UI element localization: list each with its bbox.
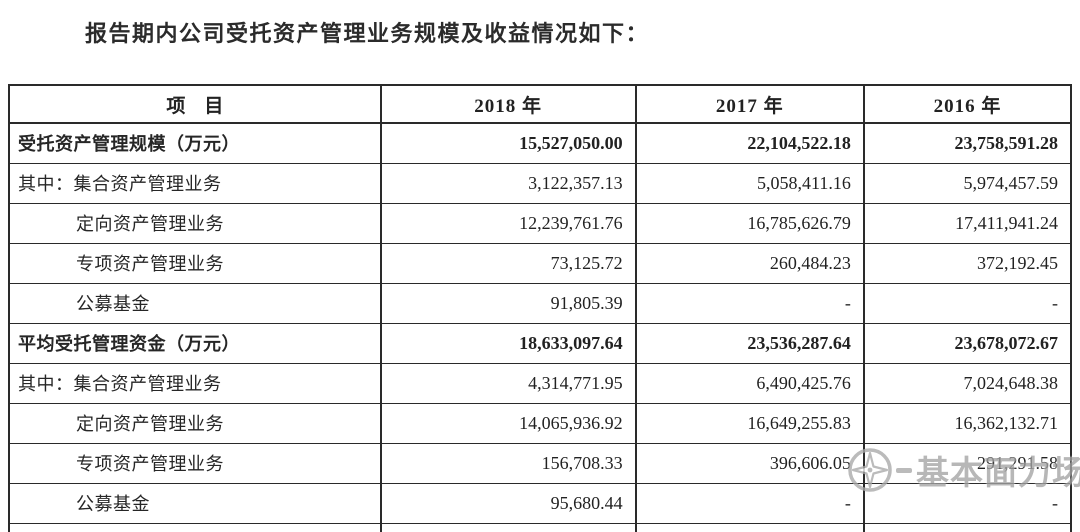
value-cell-2017: 6,490,425.76 [634, 362, 865, 404]
value-cell-2018: 12,239,761.76 [379, 202, 637, 244]
item-cell: 专项资产管理业务 [8, 442, 382, 484]
value-cell-2018: 3,122,357.13 [379, 162, 637, 204]
value-cell-2017: 16,649,255.83 [634, 402, 865, 444]
value-cell-2018: 14,065,936.92 [379, 402, 637, 444]
value-cell-2017: 22,104,522.18 [634, 122, 865, 164]
value-cell-2018: 18,633,097.64 [379, 322, 637, 364]
item-cell: 受托资产管理规模（万元） [8, 122, 382, 164]
value-cell-2016: 16,362,132.71 [862, 402, 1073, 444]
item-cell: 公募基金 [8, 482, 382, 524]
header-2016: 2016 年 [862, 84, 1073, 124]
item-cell: 专项资产管理业务 [8, 242, 382, 284]
value-cell-2018: 15,527,050.00 [379, 122, 637, 164]
table-row: 公募基金 91,805.39 - - [8, 282, 1073, 324]
value-cell-2017: - [634, 282, 865, 324]
table-row: 公募基金 95,680.44 - - [8, 482, 1073, 524]
value-cell-2017: 16,785,626.79 [634, 202, 865, 244]
value-cell-2016: 23,678,072.67 [862, 322, 1073, 364]
item-cell: 其中：集合资产管理业务 [8, 162, 382, 204]
table-row: 平均受托管理资金（万元） 18,633,097.64 23,536,287.64… [8, 322, 1073, 364]
value-cell-2016: 291,291.58 [862, 442, 1073, 484]
table-row: 专项资产管理业务 156,708.33 396,606.05 291,291.5… [8, 442, 1073, 484]
value-cell-2017: 5,058,411.16 [634, 162, 865, 204]
value-cell-2016: - [862, 482, 1073, 524]
table-row: 定向资产管理业务 12,239,761.76 16,785,626.79 17,… [8, 202, 1073, 244]
asset-management-table: 项 目 2018 年 2017 年 2016 年 受托资产管理规模（万元） 15… [8, 84, 1073, 532]
value-cell-2018: 95,680.44 [379, 482, 637, 524]
report-table-container: 项 目 2018 年 2017 年 2016 年 受托资产管理规模（万元） 15… [8, 84, 1073, 532]
value-cell-2016: 17,411,941.24 [862, 202, 1073, 244]
header-2018: 2018 年 [379, 84, 637, 124]
value-cell-2018: 4,314,771.95 [379, 362, 637, 404]
item-cell: 定向资产管理业务 [8, 402, 382, 444]
table-row: 定向资产管理业务 14,065,936.92 16,649,255.83 16,… [8, 402, 1073, 444]
table-row-cutoff [8, 522, 1073, 532]
item-cell: 定向资产管理业务 [8, 202, 382, 244]
value-cell-2018: 73,125.72 [379, 242, 637, 284]
document-title: 报告期内公司受托资产管理业务规模及收益情况如下： [85, 21, 650, 46]
table-row: 其中：集合资产管理业务 3,122,357.13 5,058,411.16 5,… [8, 162, 1073, 204]
value-cell-2017: 396,606.05 [634, 442, 865, 484]
table-row: 受托资产管理规模（万元） 15,527,050.00 22,104,522.18… [8, 122, 1073, 164]
value-cell-2018: 156,708.33 [379, 442, 637, 484]
header-item: 项 目 [8, 84, 382, 124]
value-cell-2016: - [862, 282, 1073, 324]
value-cell-2017: 260,484.23 [634, 242, 865, 284]
header-2017: 2017 年 [634, 84, 865, 124]
value-cell-2018: 91,805.39 [379, 282, 637, 324]
table-header-row: 项 目 2018 年 2017 年 2016 年 [8, 84, 1073, 124]
value-cell-2016: 5,974,457.59 [862, 162, 1073, 204]
value-cell-2016: 372,192.45 [862, 242, 1073, 284]
table-row: 专项资产管理业务 73,125.72 260,484.23 372,192.45 [8, 242, 1073, 284]
value-cell-2017: 23,536,287.64 [634, 322, 865, 364]
item-cell: 公募基金 [8, 282, 382, 324]
value-cell-2016: 7,024,648.38 [862, 362, 1073, 404]
table-row: 其中：集合资产管理业务 4,314,771.95 6,490,425.76 7,… [8, 362, 1073, 404]
value-cell-2016: 23,758,591.28 [862, 122, 1073, 164]
item-cell: 其中：集合资产管理业务 [8, 362, 382, 404]
value-cell-2017: - [634, 482, 865, 524]
item-cell: 平均受托管理资金（万元） [8, 322, 382, 364]
